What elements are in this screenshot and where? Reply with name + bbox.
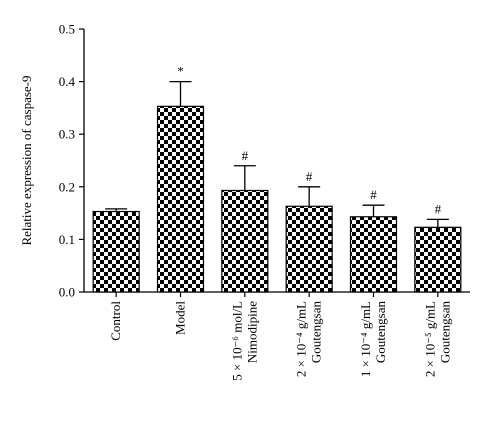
- significance-marker: *: [177, 64, 184, 79]
- y-tick-label: 0.1: [59, 232, 75, 247]
- significance-marker: #: [435, 201, 442, 216]
- y-tick-label: 0.5: [59, 22, 75, 37]
- x-category-label: 5 × 10⁻⁶ mol/L: [229, 301, 244, 381]
- significance-marker: #: [242, 148, 249, 163]
- x-category-label: Nimodipine: [244, 301, 259, 363]
- x-category-label: 2 × 10⁻⁴ g/mL: [294, 301, 309, 377]
- labels: Control * Model #5 × 10⁻⁶ mol/L Nimodipine #2…: [108, 64, 452, 381]
- axes: 0.0 0.1 0.2 0.3 0.4 0.5 Relative expression of…: [19, 22, 470, 300]
- y-tick-label: 0.0: [59, 285, 75, 300]
- y-tick-label: 0.3: [59, 127, 75, 142]
- y-tick-label: 0.2: [59, 179, 75, 194]
- bar: [414, 226, 462, 293]
- bar: [285, 205, 333, 293]
- x-category-label: 2 × 10⁻⁵ g/mL: [422, 301, 437, 377]
- bar: [92, 210, 140, 293]
- bars: [92, 80, 462, 293]
- significance-marker: #: [306, 169, 313, 184]
- significance-marker: #: [370, 187, 377, 202]
- x-category-label: Goutengsan: [373, 301, 388, 364]
- x-category-label: Model: [173, 301, 188, 335]
- bar: [349, 216, 398, 293]
- bar: [221, 189, 269, 293]
- y-tick-label: 0.4: [59, 74, 76, 89]
- x-category-label: 1 × 10⁻⁴ g/mL: [358, 301, 373, 377]
- x-category-label: Control: [108, 301, 123, 341]
- bar: [156, 105, 205, 293]
- x-category-label: Goutengsan: [437, 301, 452, 364]
- x-category-label: Goutengsan: [309, 301, 324, 364]
- y-axis-title: Relative expression of caspase-9: [19, 75, 34, 245]
